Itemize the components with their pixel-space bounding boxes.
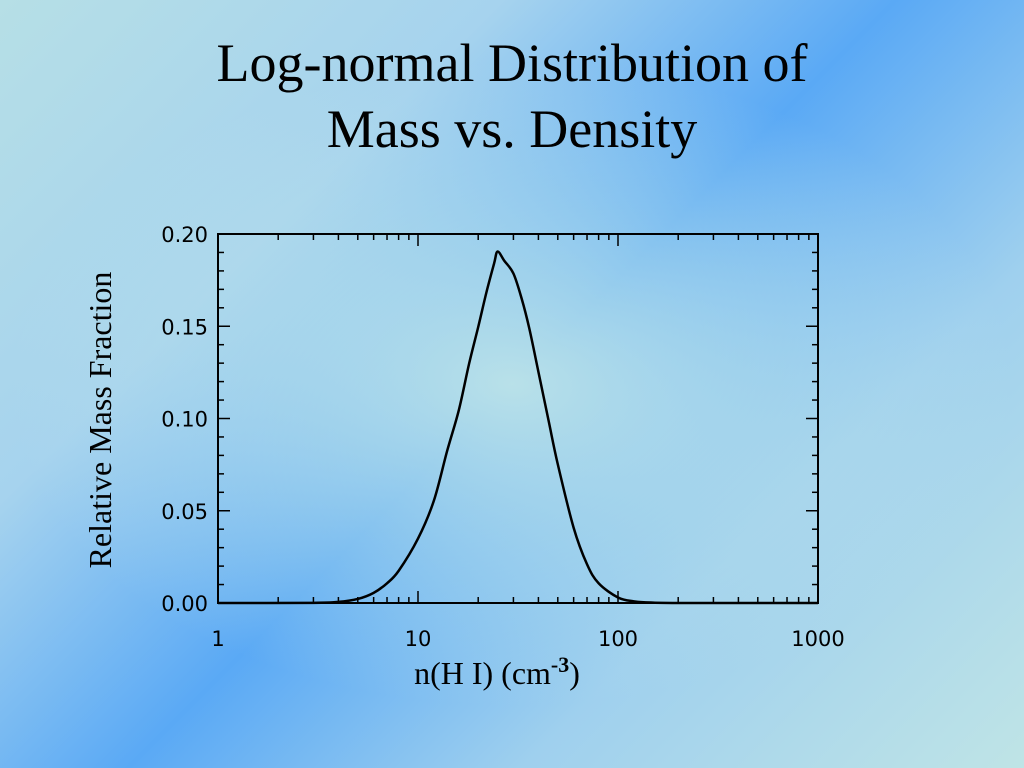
chart-ticks	[217, 234, 818, 603]
slide-title-line-2: Mass vs. Density	[326, 99, 698, 159]
x-tick-label: 100	[598, 627, 638, 651]
x-axis-label-superscript: -3	[551, 652, 569, 677]
y-axis-label: Relative Mass Fraction	[82, 272, 118, 569]
y-tick-label: 0.00	[161, 592, 208, 616]
y-tick-label: 0.05	[161, 500, 208, 524]
x-tick-label: 1000	[791, 627, 844, 651]
y-tick-label: 0.20	[161, 223, 208, 247]
chart-series	[217, 250, 818, 605]
slide-title-line-1: Log-normal Distribution of	[216, 33, 808, 93]
x-axis-label: n(H I) (cm-3)	[414, 652, 580, 691]
y-tick-label: 0.15	[161, 315, 208, 339]
x-axis-label-main: n(H I) (cm	[414, 655, 551, 691]
y-tick-label: 0.10	[161, 408, 208, 432]
x-tick-label: 1	[211, 627, 224, 651]
x-axis-label-suffix: )	[569, 655, 580, 691]
chart-tick-labels: 1 10 100 1000 0.00 0.05 0.10 0.15 0.20	[161, 223, 844, 651]
slide-title: Log-normal Distribution of Mass vs. Dens…	[0, 30, 1024, 162]
x-tick-label: 10	[405, 627, 432, 651]
series-line-0	[217, 250, 818, 605]
